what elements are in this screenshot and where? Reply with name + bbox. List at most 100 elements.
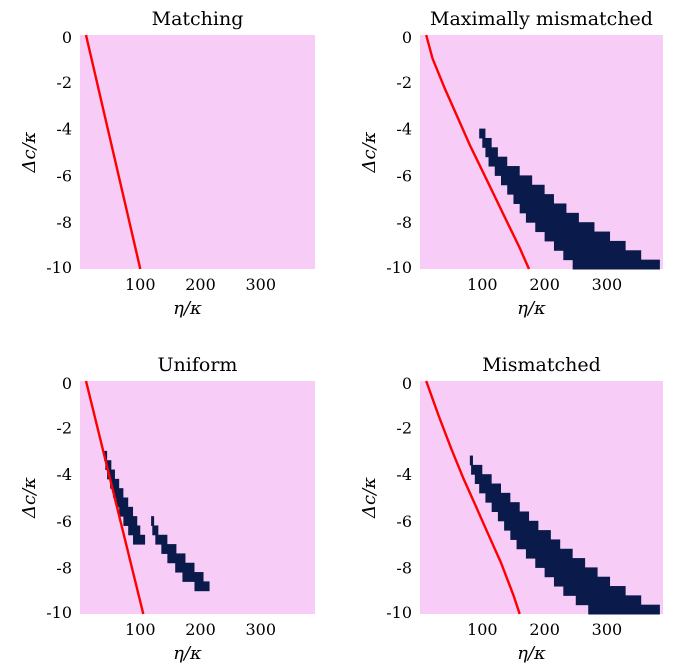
y-tick-label: -8 [396,213,412,232]
unstable-region-cell [553,240,626,251]
unstable-region-cell [544,231,611,242]
y-tick-label: -4 [56,465,72,484]
unstable-region-cell [155,534,168,545]
unstable-region-cell [572,259,660,270]
unstable-region-cell [535,558,586,568]
chart-panel: Maximally mismatched 0 -2 -4 -6 -8 -10 100 200 30… [359,8,663,319]
y-tick-label: 0 [402,374,412,393]
y-axis-label: Δc/κ [19,477,40,519]
x-tick-label: 300 [245,275,276,294]
x-tick-label: 300 [592,620,623,639]
unstable-region-cell [133,534,146,545]
unstable-region-cell [113,488,124,498]
y-axis-label: Δc/κ [359,477,380,519]
unstable-region-cell [519,203,567,214]
unstable-region-cell [123,516,138,526]
unstable-region-cell [182,572,204,582]
unstable-region-cell [516,539,561,550]
unstable-region-cell [469,455,473,466]
boundary-line [425,380,521,615]
x-axis-label: η/κ [517,298,546,319]
unstable-region-cell [194,581,210,592]
unstable-region-cell [119,506,134,517]
unstable-region-cell [553,576,611,587]
unstable-region-cell [494,166,520,176]
unstable-region-cell [513,194,554,204]
unstable-region-cell [488,156,508,167]
boundary-line [425,34,531,270]
x-tick-label: 100 [125,275,156,294]
x-axis-label: η/κ [517,643,546,664]
unstable-region-cell [497,511,530,522]
x-tick-label: 100 [125,620,156,639]
chart-title: Matching [152,8,244,30]
unstable-region-cell [152,525,159,536]
chart-title: Mismatched [482,354,601,376]
unstable-region-cell [563,250,642,261]
x-axis-label: η/κ [173,298,202,319]
x-tick-label: 100 [467,620,498,639]
y-tick-label: -6 [56,512,72,531]
y-tick-label: -10 [386,258,412,277]
y-tick-label: 0 [62,374,72,393]
unstable-region-cell [479,483,501,494]
y-tick-label: -10 [386,603,412,622]
y-tick-label: -8 [56,213,72,232]
boundary-line [84,380,145,615]
y-tick-label: -8 [56,558,72,577]
y-tick-label: -8 [396,558,412,577]
y-axis-label: Δc/κ [19,131,40,173]
x-tick-label: 300 [592,275,623,294]
x-tick-label: 200 [185,275,216,294]
chart-title: Maximally mismatched [430,8,653,30]
y-tick-label: -10 [46,603,72,622]
unstable-region-cell [474,474,492,485]
y-tick-label: -4 [396,120,412,139]
x-tick-label: 200 [529,620,560,639]
y-tick-label: -6 [56,166,72,185]
unstable-region-cell [167,553,186,564]
plot-area [420,35,663,269]
y-tick-label: -10 [46,258,72,277]
unstable-region-cell [161,544,177,554]
unstable-region-cell [491,502,520,512]
chart-panel: Uniform 0 -2 -4 -6 -8 -10 100 200 300 η/κ Δc/κ [19,354,315,664]
unstable-region-cell [563,586,626,596]
y-tick-label: -6 [396,166,412,185]
y-tick-label: 0 [62,28,72,47]
unstable-region-cell [471,464,483,475]
boundary-line [84,34,142,270]
unstable-region-cell [105,460,112,471]
chart-title: Uniform [158,354,238,376]
y-tick-label: -2 [56,419,72,438]
x-tick-label: 200 [529,275,560,294]
unstable-region-cell [485,147,498,158]
x-tick-label: 100 [467,275,498,294]
y-tick-label: -2 [396,73,412,92]
y-tick-label: -4 [396,465,412,484]
unstable-region-cell [116,497,129,508]
unstable-region-cell [128,525,141,536]
unstable-region-cell [588,604,660,615]
chart-panel: Mismatched 0 -2 -4 -6 -8 -10 100 200 300 η/κ Δc/κ [359,354,663,664]
unstable-region-cell [544,567,598,578]
x-axis-label: η/κ [173,643,202,664]
unstable-region-cell [175,562,195,573]
unstable-region-cell [479,128,486,139]
unstable-region-cell [535,222,595,233]
unstable-region-cell [151,516,155,526]
x-tick-label: 200 [185,620,216,639]
unstable-region-cell [485,492,511,503]
unstable-region-cell [504,520,539,531]
unstable-region-cell [107,469,115,480]
unstable-region-cell [507,184,545,195]
plot-area [420,381,663,614]
y-tick-label: -2 [56,73,72,92]
unstable-region-cell [510,530,551,540]
y-tick-label: -6 [396,512,412,531]
y-tick-label: -2 [396,419,412,438]
chart-panel: Matching 0 -2 -4 -6 -8 -10 100 200 300 η/κ Δc/κ [19,8,315,319]
unstable-region-cell [525,212,579,223]
unstable-region-cell [575,595,642,606]
